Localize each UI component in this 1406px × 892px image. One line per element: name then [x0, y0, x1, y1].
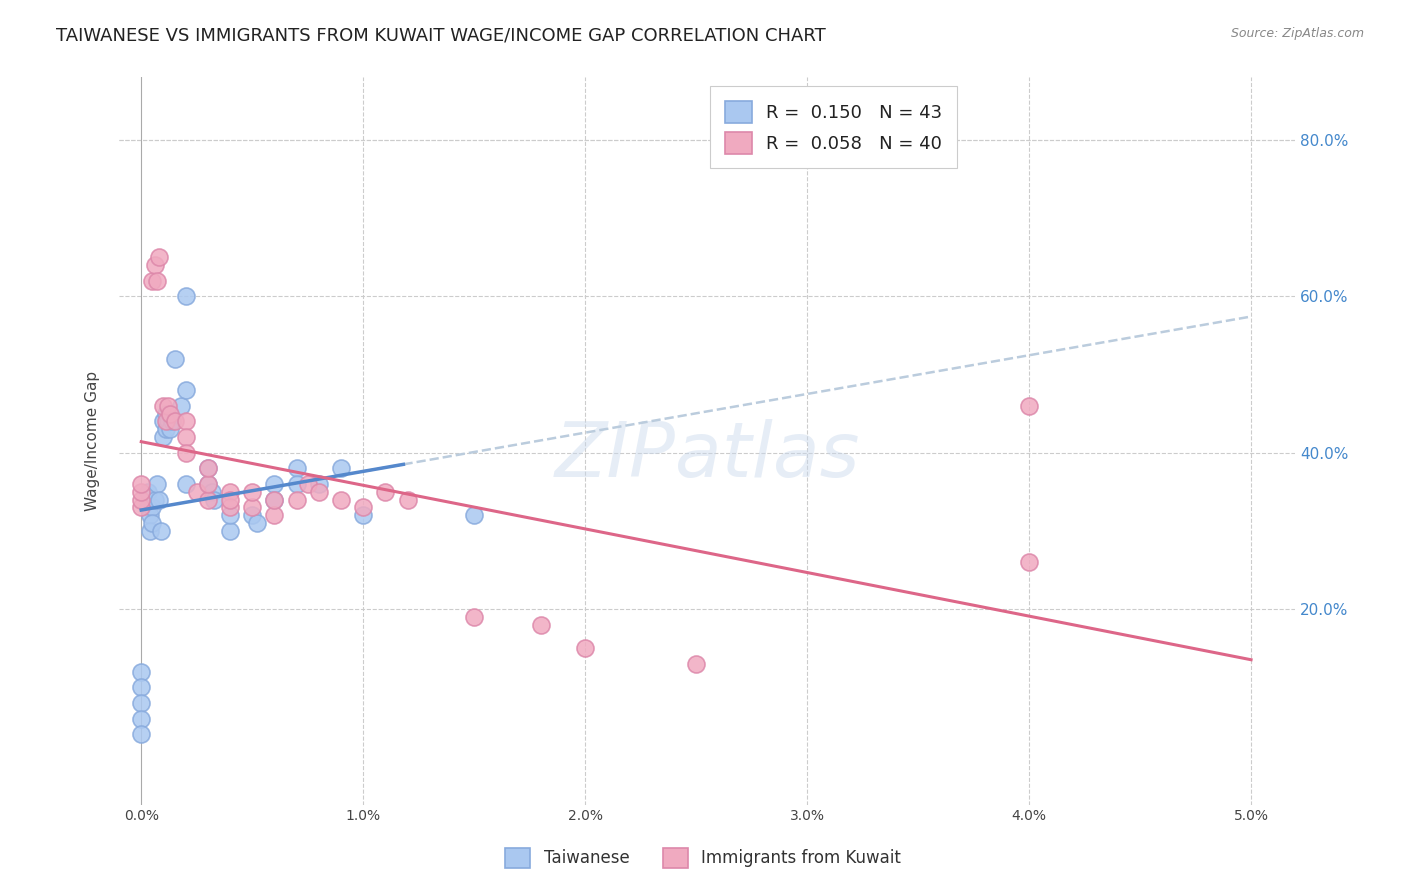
Point	[396, 492, 419, 507]
Point	[159, 407, 181, 421]
Point	[685, 657, 707, 671]
Point	[574, 641, 596, 656]
Point	[155, 415, 177, 429]
Point	[129, 665, 152, 679]
Point	[143, 258, 166, 272]
Point	[156, 399, 179, 413]
Point	[330, 461, 353, 475]
Point	[129, 681, 152, 695]
Point	[163, 415, 186, 429]
Point	[129, 477, 152, 491]
Point	[148, 250, 170, 264]
Point	[308, 477, 330, 491]
Point	[263, 477, 285, 491]
Point	[219, 492, 242, 507]
Point	[162, 415, 184, 429]
Point	[197, 477, 219, 491]
Point	[197, 492, 219, 507]
Point	[263, 492, 285, 507]
Point	[129, 484, 152, 499]
Point	[150, 524, 173, 538]
Point	[136, 500, 159, 515]
Point	[152, 430, 174, 444]
Point	[352, 500, 374, 515]
Point	[141, 516, 163, 530]
Point	[174, 446, 197, 460]
Point	[219, 484, 242, 499]
Y-axis label: Wage/Income Gap: Wage/Income Gap	[86, 371, 100, 511]
Point	[285, 461, 308, 475]
Point	[1018, 399, 1040, 413]
Point	[297, 477, 319, 491]
Point	[219, 500, 242, 515]
Point	[263, 492, 285, 507]
Point	[136, 484, 159, 499]
Text: TAIWANESE VS IMMIGRANTS FROM KUWAIT WAGE/INCOME GAP CORRELATION CHART: TAIWANESE VS IMMIGRANTS FROM KUWAIT WAGE…	[56, 27, 825, 45]
Point	[156, 415, 179, 429]
Point	[219, 508, 242, 523]
Text: ZIPatlas: ZIPatlas	[554, 418, 860, 492]
Point	[285, 492, 308, 507]
Point	[155, 407, 177, 421]
Point	[219, 524, 242, 538]
Point	[240, 484, 263, 499]
Point	[463, 508, 485, 523]
Point	[141, 500, 163, 515]
Point	[204, 492, 226, 507]
Point	[139, 508, 162, 523]
Point	[143, 492, 166, 507]
Point	[174, 415, 197, 429]
Point	[146, 274, 169, 288]
Point	[197, 461, 219, 475]
Point	[330, 492, 353, 507]
Point	[201, 484, 224, 499]
Point	[174, 430, 197, 444]
Point	[186, 484, 208, 499]
Point	[129, 696, 152, 710]
Point	[1018, 555, 1040, 569]
Point	[170, 399, 193, 413]
Legend: R =  0.150   N = 43, R =  0.058   N = 40: R = 0.150 N = 43, R = 0.058 N = 40	[710, 87, 957, 169]
Point	[155, 422, 177, 436]
Point	[530, 617, 553, 632]
Point	[129, 727, 152, 741]
Point	[146, 477, 169, 491]
Point	[285, 477, 308, 491]
Point	[148, 492, 170, 507]
Point	[139, 524, 162, 538]
Point	[246, 516, 269, 530]
Point	[141, 274, 163, 288]
Point	[152, 415, 174, 429]
Point	[197, 461, 219, 475]
Point	[129, 492, 152, 507]
Point	[159, 422, 181, 436]
Point	[463, 610, 485, 624]
Point	[129, 712, 152, 726]
Point	[174, 289, 197, 303]
Point	[163, 351, 186, 366]
Legend: Taiwanese, Immigrants from Kuwait: Taiwanese, Immigrants from Kuwait	[499, 841, 907, 875]
Point	[129, 500, 152, 515]
Point	[308, 484, 330, 499]
Text: Source: ZipAtlas.com: Source: ZipAtlas.com	[1230, 27, 1364, 40]
Point	[263, 508, 285, 523]
Point	[374, 484, 396, 499]
Point	[174, 383, 197, 397]
Point	[174, 477, 197, 491]
Point	[152, 399, 174, 413]
Point	[352, 508, 374, 523]
Point	[197, 477, 219, 491]
Point	[240, 508, 263, 523]
Point	[240, 500, 263, 515]
